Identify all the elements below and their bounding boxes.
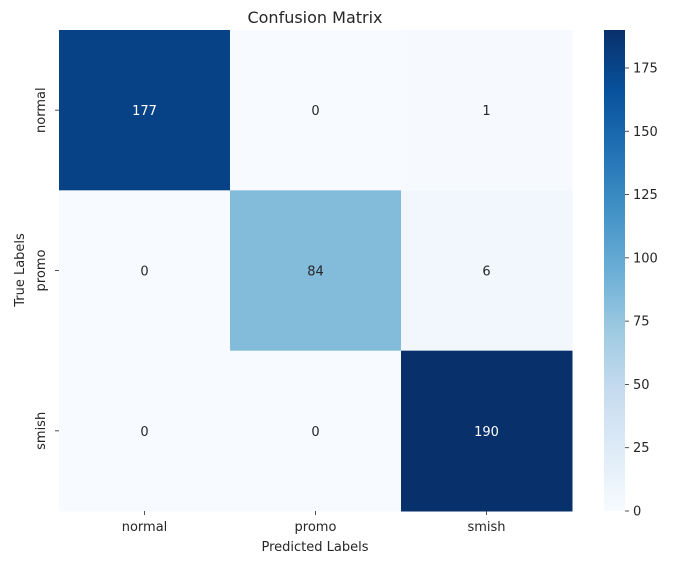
colorbar-tick-label-125: 125 xyxy=(633,188,658,203)
heatmap-cells: 177 0 1 0 84 6 0 0 190 xyxy=(59,30,573,512)
x-axis-ticks: normal promo smish xyxy=(122,511,506,535)
colorbar-tick-label-75: 75 xyxy=(633,315,650,330)
heatmap-cell-r2-c0 xyxy=(59,350,231,512)
colorbar-tick-label-25: 25 xyxy=(633,441,650,456)
cell-value-r0-c2: 1 xyxy=(482,104,490,119)
x-axis-label: Predicted Labels xyxy=(261,540,368,555)
y-axis-ticks: normal promo smish xyxy=(34,87,59,450)
colorbar xyxy=(604,30,625,511)
cell-value-r2-c2: 190 xyxy=(474,425,499,440)
cell-value-r2-c1: 0 xyxy=(311,425,319,440)
x-tick-label-smish: smish xyxy=(467,520,505,535)
heatmap-cell-r1-c2 xyxy=(401,190,573,352)
x-tick-label-normal: normal xyxy=(122,520,168,535)
cell-value-r1-c1: 84 xyxy=(307,265,324,280)
heatmap-cell-r0-c0 xyxy=(59,30,231,191)
x-tick-label-promo: promo xyxy=(295,520,337,535)
colorbar-tick-label-150: 150 xyxy=(633,125,658,140)
y-axis-label: True Labels xyxy=(13,233,28,308)
y-tick-label-promo: promo xyxy=(34,250,49,292)
heatmap-cell-r0-c1 xyxy=(230,30,402,191)
cell-value-r2-c0: 0 xyxy=(140,425,148,440)
colorbar-tick-label-100: 100 xyxy=(633,251,658,266)
cell-value-r1-c0: 0 xyxy=(140,265,148,280)
heatmap-cell-r2-c2 xyxy=(401,350,573,512)
cell-value-r0-c0: 177 xyxy=(132,104,157,119)
y-tick-label-smish: smish xyxy=(34,412,49,450)
colorbar-tick-label-0: 0 xyxy=(633,505,641,520)
heatmap-cell-r2-c1 xyxy=(230,350,402,512)
heatmap-cell-r1-c1 xyxy=(230,190,402,352)
colorbar-ticks: 0 25 50 75 100 125 150 175 xyxy=(625,61,658,520)
y-tick-label-normal: normal xyxy=(34,87,49,133)
cell-value-r1-c2: 6 xyxy=(482,265,490,280)
colorbar-tick-label-50: 50 xyxy=(633,378,650,393)
heatmap-cell-r0-c2 xyxy=(401,30,573,191)
chart-title: Confusion Matrix xyxy=(247,8,382,27)
cell-value-r0-c1: 0 xyxy=(311,104,319,119)
colorbar-tick-label-175: 175 xyxy=(633,61,658,76)
heatmap-cell-r1-c0 xyxy=(59,190,231,352)
